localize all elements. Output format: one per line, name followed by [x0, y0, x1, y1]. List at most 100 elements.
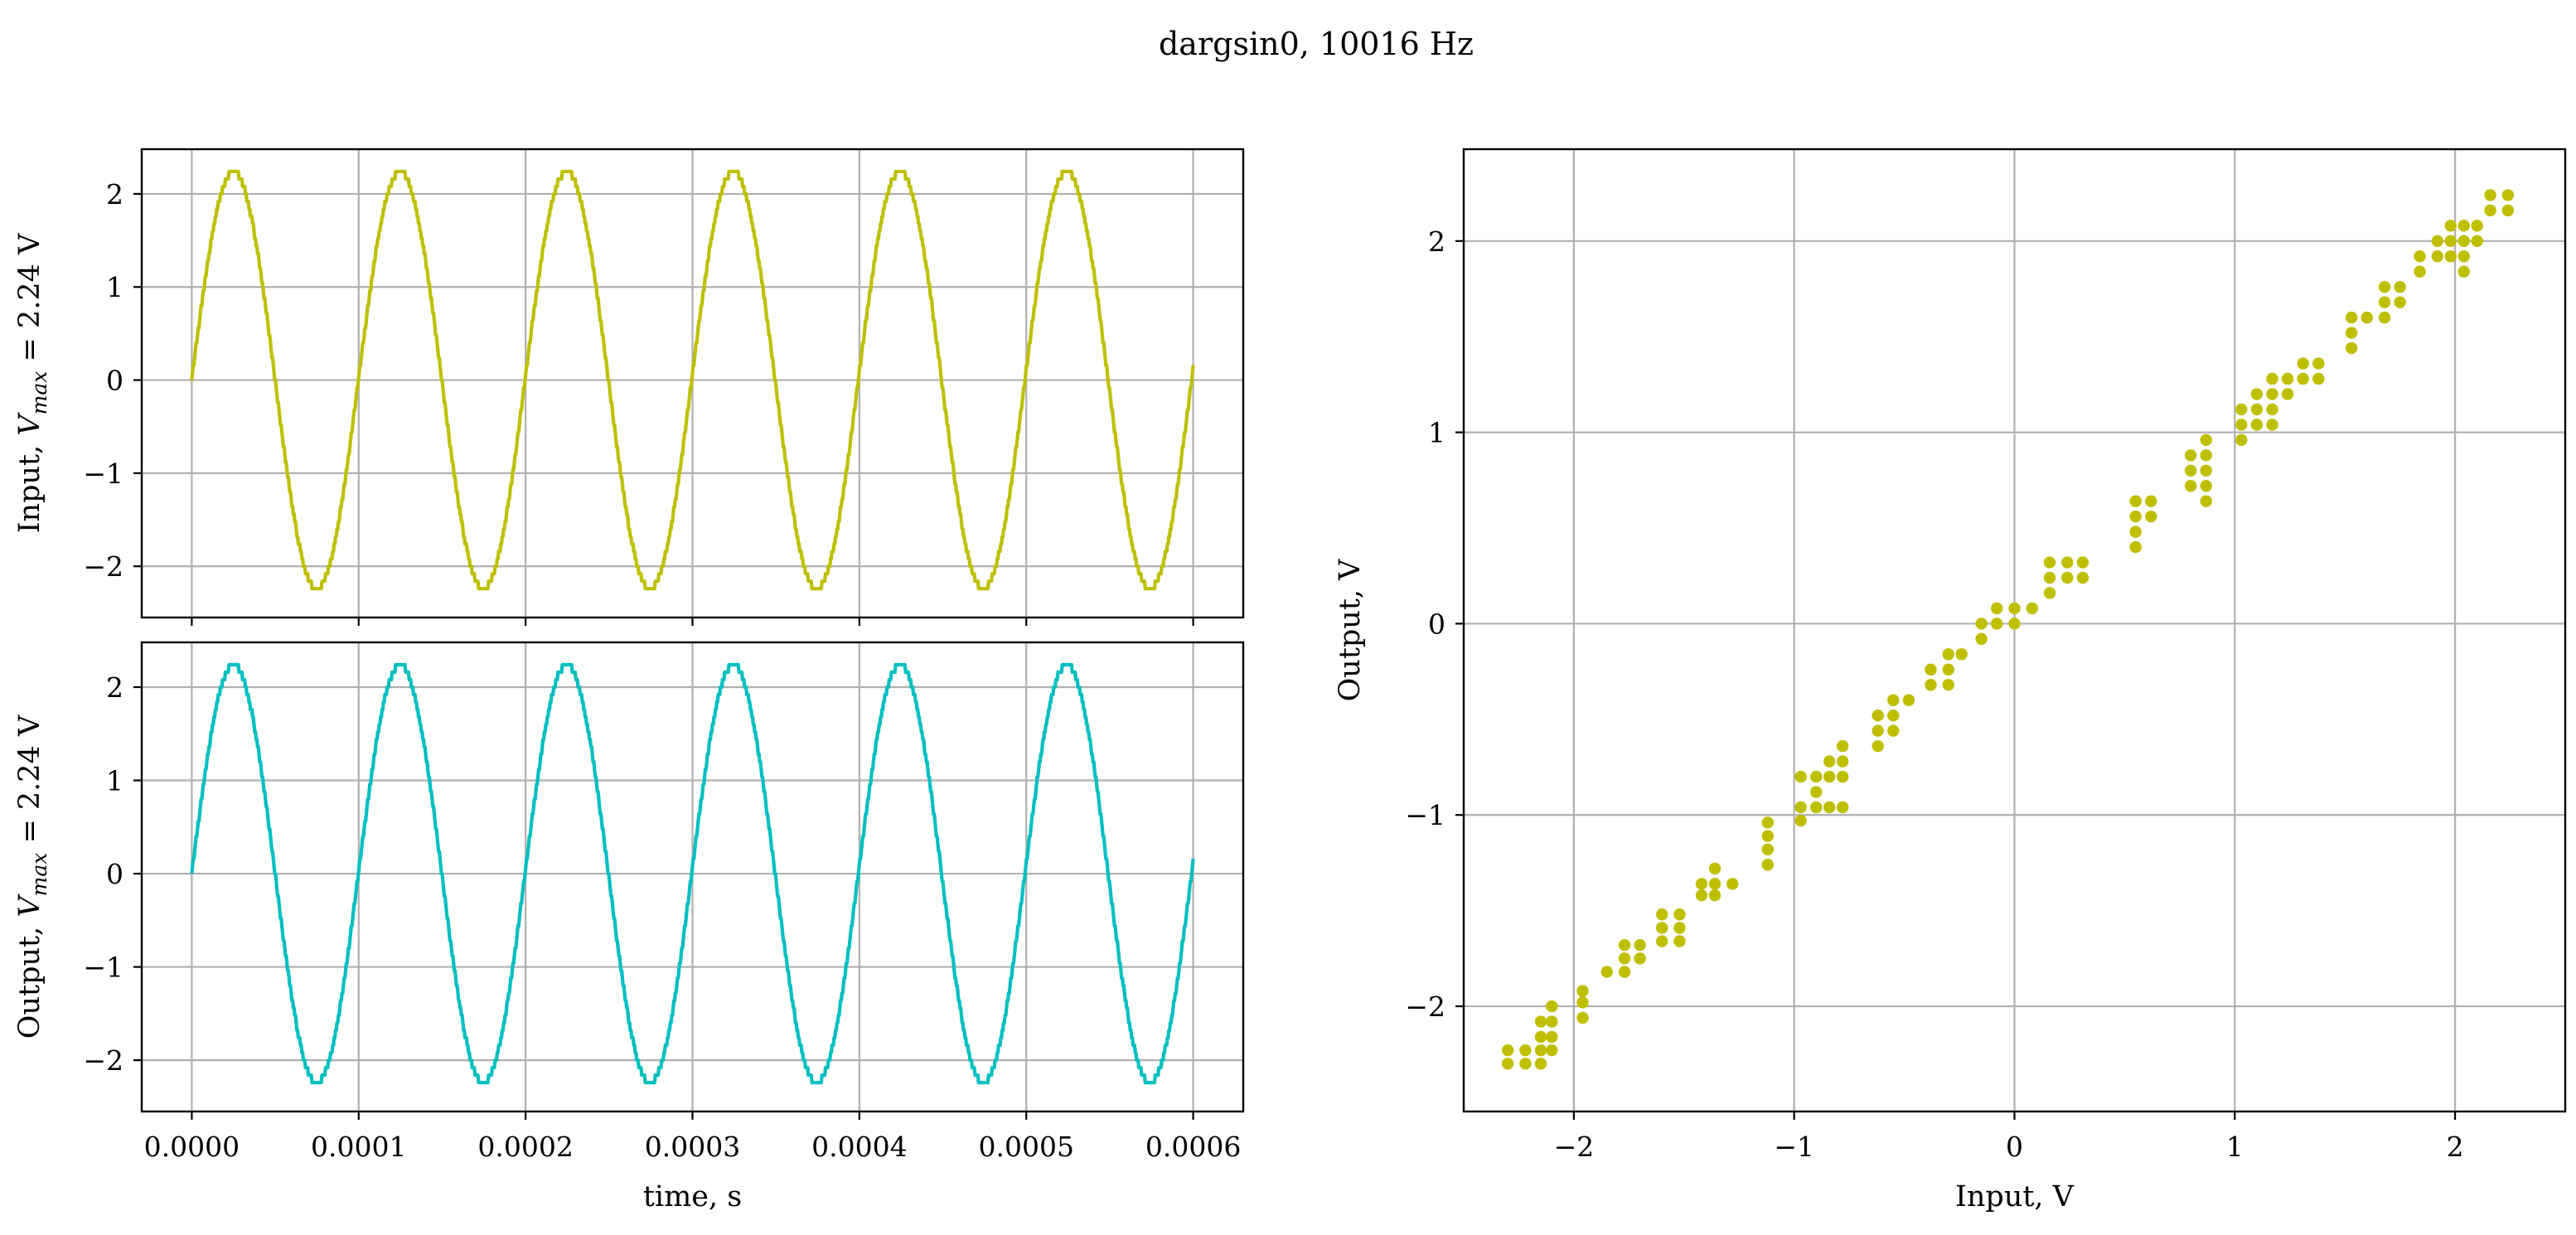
scatter-point	[2414, 265, 2426, 278]
scatter-point	[1975, 632, 1988, 646]
transfer-xtick-label: −1	[1774, 1131, 1814, 1163]
scatter-point	[1942, 679, 1954, 691]
output-plot: 0.0000 0.0001 0.0002 0.0003 0.0004 0.0005 0.00…	[13, 641, 1245, 1213]
scatter-point	[2266, 388, 2278, 400]
input-ticks: −2 −1 0 1 2	[83, 178, 1194, 626]
scatter-point	[1761, 830, 1775, 842]
scatter-point	[1794, 801, 1807, 814]
scatter-point	[2312, 357, 2325, 370]
scatter-point	[2061, 571, 2074, 584]
scatter-point	[2184, 480, 2197, 492]
scatter-point	[2431, 235, 2444, 247]
input-ytick-label: −2	[83, 550, 123, 583]
transfer-points	[1501, 189, 2515, 1070]
scatter-point	[2200, 464, 2212, 477]
scatter-point	[2235, 403, 2248, 416]
scatter-point	[2043, 556, 2056, 569]
output-xtick-label: 0.0000	[144, 1131, 240, 1163]
scatter-point	[2008, 618, 2021, 630]
scatter-point	[1546, 1030, 1558, 1044]
scatter-point	[1925, 663, 1937, 676]
scatter-point	[1991, 618, 2003, 630]
scatter-point	[1991, 602, 2003, 615]
scatter-point	[1887, 710, 1900, 722]
scatter-point	[1975, 618, 1988, 630]
scatter-point	[2444, 220, 2457, 232]
scatter-point	[2345, 311, 2358, 324]
input-ytick-label: 0	[106, 365, 123, 397]
scatter-point	[2250, 388, 2264, 400]
scatter-point	[1618, 938, 1631, 952]
scatter-point	[2394, 296, 2406, 308]
input-series-line	[190, 169, 1195, 591]
input-ytick-label: 1	[106, 271, 123, 303]
scatter-point	[1836, 739, 1849, 753]
scatter-point	[2145, 495, 2157, 507]
scatter-point	[2444, 235, 2457, 247]
scatter-point	[2200, 433, 2212, 447]
transfer-xlabel: Input, V	[1955, 1180, 2075, 1213]
scatter-point	[2281, 388, 2294, 400]
scatter-point	[2312, 372, 2325, 385]
scatter-point	[2361, 311, 2373, 324]
scatter-point	[2043, 571, 2056, 584]
output-ylabel: Output, Vmax = 2.24 V	[13, 714, 51, 1039]
output-xtick-label: 0.0003	[645, 1131, 740, 1163]
scatter-point	[1871, 739, 1884, 753]
transfer-xtick-label: 0	[2006, 1131, 2023, 1163]
scatter-point	[1810, 786, 1823, 798]
scatter-point	[2297, 372, 2309, 385]
scatter-point	[1942, 648, 1954, 661]
input-ylabel-subscript: max	[27, 371, 51, 415]
scatter-point	[1823, 770, 1836, 783]
scatter-point	[2145, 510, 2157, 523]
output-ytick-label: −2	[83, 1044, 123, 1077]
scatter-point	[1534, 1058, 1547, 1070]
transfer-xtick-label: 1	[2226, 1131, 2244, 1163]
scatter-point	[2457, 235, 2470, 247]
output-ytick-label: 1	[106, 765, 123, 797]
transfer-grid	[1464, 149, 2565, 1112]
scatter-point	[2281, 372, 2294, 385]
scatter-point	[1695, 878, 1708, 890]
transfer-xtick-label: −2	[1554, 1131, 1595, 1163]
scatter-point	[2129, 540, 2142, 554]
scatter-point	[1761, 859, 1775, 871]
scatter-point	[2184, 449, 2197, 462]
scatter-point	[2345, 341, 2358, 355]
scatter-point	[1600, 966, 1613, 978]
scatter-point	[1618, 966, 1631, 978]
transfer-ticks: −2 −1 0 1 2 −2 −1 0 1 2	[1405, 225, 2463, 1163]
scatter-point	[2394, 280, 2406, 293]
transfer-ytick-label: 1	[1428, 417, 1445, 449]
scatter-point	[2444, 250, 2457, 263]
scatter-point	[1794, 770, 1807, 783]
output-xtick-label: 0.0002	[477, 1131, 573, 1163]
output-ylabel-prefix: Output,	[13, 918, 46, 1039]
scatter-point	[1576, 996, 1589, 1009]
output-xlabel: time, s	[643, 1180, 742, 1213]
scatter-point	[1836, 755, 1849, 768]
scatter-point	[1519, 1058, 1532, 1070]
output-ylabel-symbol: V	[13, 894, 46, 918]
scatter-point	[1546, 1015, 1558, 1028]
scatter-point	[2484, 189, 2496, 201]
output-xtick-label: 0.0001	[311, 1131, 406, 1163]
scatter-point	[1810, 770, 1823, 783]
scatter-point	[1656, 935, 1668, 947]
output-xtick-label: 0.0004	[811, 1131, 907, 1163]
scatter-point	[2431, 250, 2444, 263]
scatter-point	[1902, 694, 1915, 706]
output-ticks: 0.0000 0.0001 0.0002 0.0003 0.0004 0.0005 0.00…	[83, 671, 1241, 1163]
scatter-point	[1823, 801, 1836, 814]
scatter-point	[1576, 985, 1589, 997]
scatter-point	[2457, 220, 2470, 232]
scatter-point	[1673, 935, 1686, 947]
scatter-point	[1534, 1044, 1547, 1057]
transfer-ylabel: Output, V	[1334, 559, 1367, 702]
scatter-point	[1656, 922, 1668, 934]
transfer-ytick-label: 0	[1428, 608, 1445, 640]
scatter-point	[2457, 265, 2470, 278]
scatter-point	[2471, 235, 2483, 247]
